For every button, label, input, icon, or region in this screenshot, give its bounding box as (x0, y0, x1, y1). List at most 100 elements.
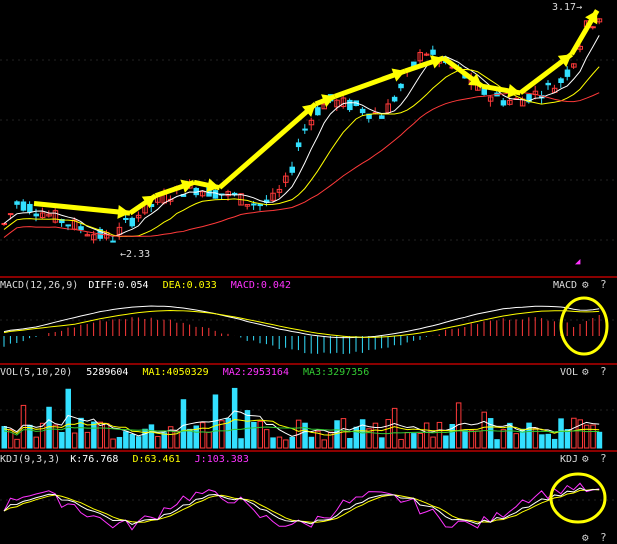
candle-body (123, 217, 129, 220)
volume-bar (33, 436, 39, 449)
trend-arrow-head (180, 179, 194, 193)
trend-arrow-head (321, 94, 335, 108)
macd-help-icon[interactable]: ? (600, 278, 607, 291)
trend-arrow-head (557, 54, 572, 68)
candle-body (430, 49, 436, 55)
diff-line (3, 305, 600, 339)
volume-bar (225, 417, 231, 449)
bottom-gear-icon[interactable]: ⚙ (582, 531, 589, 544)
grid-lines (0, 59, 617, 501)
kdj-d: D:63.461 (132, 454, 181, 465)
candle-body (91, 234, 97, 241)
vol-ma2-line (3, 419, 600, 436)
volume-bar (423, 422, 430, 449)
candle-body (283, 175, 289, 183)
volume-bar (315, 430, 321, 449)
volume-bar (526, 422, 532, 449)
macd-dea: DEA:0.033 (162, 280, 217, 291)
vol-ma2: MA2:2953164 (222, 367, 289, 378)
candle-body (65, 224, 71, 227)
candle-body (596, 18, 603, 23)
volume-bar (590, 424, 596, 449)
trend-arrows (33, 9, 600, 219)
price-moving-averages (3, 35, 600, 238)
candle-body (302, 128, 308, 131)
candle-body (135, 214, 142, 219)
volume-bar (180, 399, 187, 449)
kdj-lines (3, 482, 600, 531)
trend-arrow-head (206, 178, 220, 193)
volume-bar (487, 418, 494, 449)
candle-body (251, 203, 257, 206)
macd-histogram (3, 305, 600, 354)
candle-body (308, 119, 315, 126)
volume-bar (430, 436, 436, 449)
volume-bar (558, 418, 564, 449)
j-line (3, 482, 600, 531)
volume-bars (1, 387, 603, 449)
volume-bar (347, 437, 353, 449)
kdj-name: KDJ(9,3,3) (0, 454, 61, 465)
volume-bar (103, 423, 110, 449)
volume-bar (238, 438, 244, 449)
vol-name: VOL(5,10,20) (0, 367, 73, 378)
volume-bar (391, 407, 398, 449)
macd-gear-icon[interactable]: ⚙ (582, 278, 589, 291)
price-low-label: ←2.33 (120, 249, 150, 261)
volume-bar (199, 422, 206, 449)
volume-bar (142, 428, 148, 449)
trend-arrow-head (141, 195, 156, 209)
volume-bar (78, 417, 84, 449)
volume-bar (443, 435, 449, 449)
volume-bar (251, 421, 257, 449)
volume-bar (327, 431, 334, 449)
candle-body (507, 99, 513, 105)
volume-bar (449, 424, 455, 449)
volume-bar (276, 436, 283, 449)
volume-bar (174, 430, 180, 449)
volume-bar (366, 428, 372, 449)
candle-body (340, 97, 347, 107)
volume-bar (116, 436, 123, 449)
volume-bar (71, 432, 78, 449)
candle-body (276, 188, 283, 193)
volume-bar (289, 436, 295, 449)
volume-bar (219, 420, 225, 449)
ma10-line (3, 66, 600, 238)
candle-body (558, 78, 564, 84)
kdj-gear-icon[interactable]: ⚙ (582, 452, 589, 465)
volume-bar (123, 431, 129, 449)
kdj-help-icon[interactable]: ? (600, 452, 607, 465)
volume-bar (187, 428, 193, 449)
candle-body (359, 108, 366, 114)
volume-bar (14, 438, 20, 449)
volume-bar (398, 438, 404, 449)
volume-bar (270, 437, 276, 449)
bottom-help-icon[interactable]: ? (600, 531, 607, 544)
volume-bar (481, 411, 487, 449)
volume-bar (97, 421, 103, 449)
macd-value: MACD:0.042 (230, 280, 291, 291)
vol-ma1-line (3, 410, 600, 437)
candle-body (347, 99, 353, 111)
volume-bar (65, 388, 71, 449)
volume-bar (231, 387, 238, 449)
candle-body (417, 52, 423, 62)
volume-bar (167, 426, 174, 449)
vol-header: VOL(5,10,20) 5289604 MA1:4050329 MA2:295… (0, 367, 369, 379)
candle-body (199, 191, 206, 197)
volume-bar (417, 432, 423, 449)
vol-ma1: MA1:4050329 (142, 367, 209, 378)
candle-body (500, 100, 507, 106)
trend-arrow-shaft (333, 68, 407, 99)
vol-gear-icon[interactable]: ⚙ (582, 365, 589, 378)
vol-help-icon[interactable]: ? (600, 365, 607, 378)
volume-bar (308, 436, 315, 449)
volume-bar (334, 420, 340, 449)
volume-bar (468, 429, 475, 449)
volume-bar (27, 424, 33, 449)
volume-bar (379, 437, 385, 449)
volume-bar (302, 422, 308, 449)
volume-bar (571, 417, 577, 449)
